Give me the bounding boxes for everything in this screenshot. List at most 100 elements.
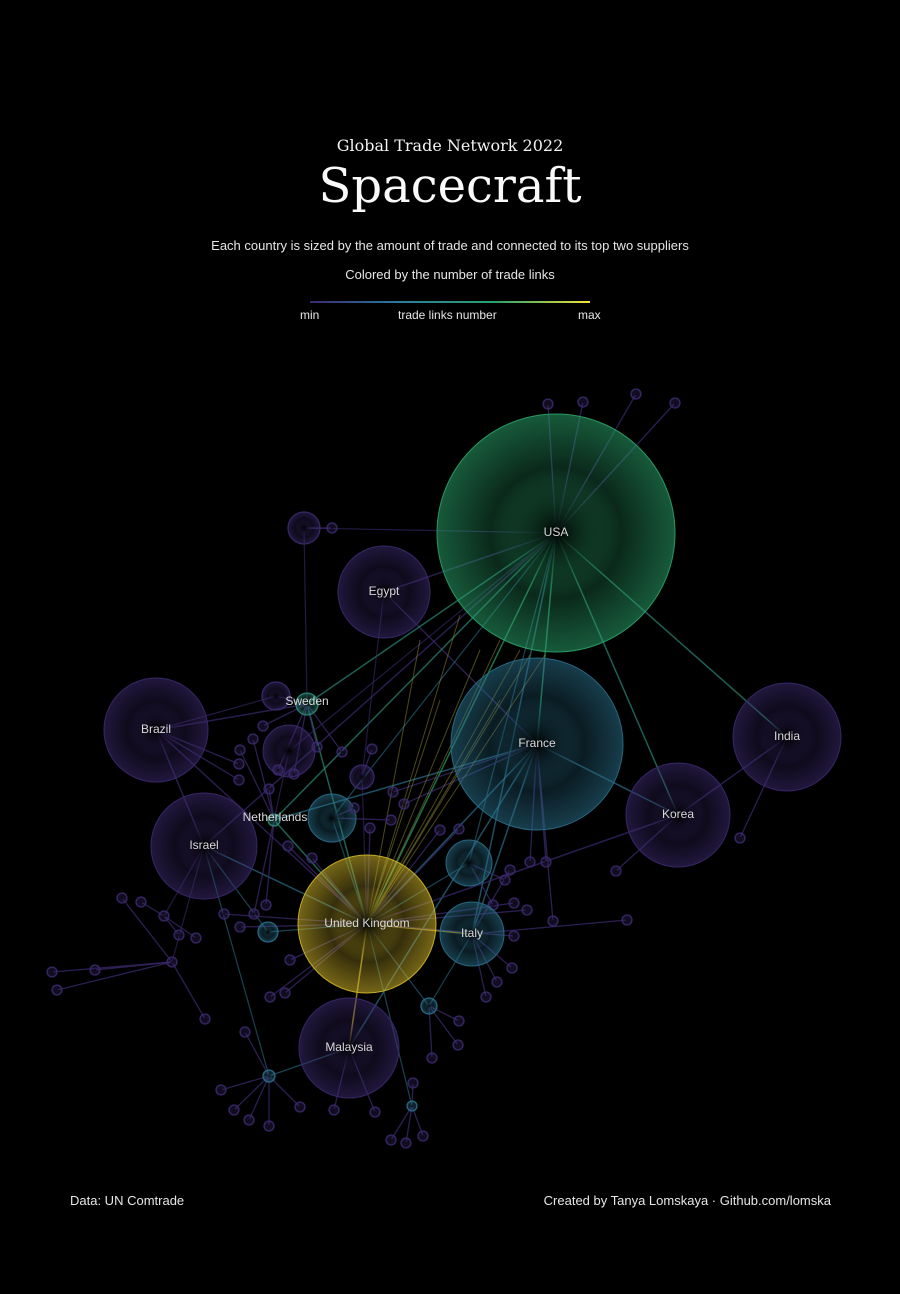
trade-link-edge: [405, 1105, 413, 1144]
country-node: [385, 1134, 397, 1146]
trade-link-edge: [268, 1075, 301, 1108]
country-node-malaysia: [298, 997, 400, 1099]
country-node-korea: [625, 762, 731, 868]
country-node: [508, 930, 520, 942]
country-label: Italy: [461, 926, 483, 940]
country-node: [610, 865, 622, 877]
legend-gradient-bar: [310, 301, 590, 303]
country-node-israel: [150, 792, 258, 900]
country-node: [480, 991, 492, 1003]
trade-link-edge: [303, 527, 308, 705]
country-node: [279, 987, 291, 999]
country-node: [218, 908, 230, 920]
country-node: [239, 1026, 251, 1038]
country-node-italy: [439, 901, 505, 967]
country-node: [326, 522, 338, 534]
country-node: [506, 962, 518, 974]
country-node: [400, 1137, 412, 1149]
country-node: [190, 932, 202, 944]
country-node: [508, 897, 520, 909]
legend-max-label: max: [578, 308, 601, 322]
country-node: [398, 798, 410, 810]
country-label: Brazil: [141, 722, 171, 736]
country-node: [257, 921, 279, 943]
country-node: [669, 397, 681, 409]
country-node: [248, 908, 260, 920]
country-node: [261, 681, 291, 711]
country-node: [406, 1100, 418, 1112]
country-node: [420, 997, 438, 1015]
country-node: [215, 1084, 227, 1096]
country-label: India: [774, 729, 800, 743]
country-node: [263, 1120, 275, 1132]
country-node-india: [732, 682, 842, 792]
country-node-united-kingdom: [297, 854, 437, 994]
country-node: [260, 899, 272, 911]
trade-link-edge: [265, 819, 275, 906]
legend-title: trade links number: [398, 308, 497, 322]
country-node: [294, 1101, 306, 1113]
country-node-brazil: [103, 677, 209, 783]
country-node: [311, 741, 323, 753]
country-node: [264, 991, 276, 1003]
country-node: [284, 954, 296, 966]
country-node: [621, 914, 633, 926]
country-node: [287, 511, 321, 545]
country-node: [348, 802, 360, 814]
country-label: Netherlands: [243, 810, 308, 824]
trade-link-edge: [428, 1005, 433, 1059]
trade-link-edge: [233, 1075, 270, 1111]
chart-title: Spacecraft: [318, 158, 582, 214]
country-node: [199, 1013, 211, 1025]
country-node: [349, 764, 375, 790]
country-node: [407, 1077, 419, 1089]
trade-link-edge: [253, 819, 275, 915]
chart-color-note: Colored by the number of trade links: [345, 267, 555, 282]
country-node: [504, 864, 516, 876]
country-node: [521, 904, 533, 916]
country-label: Malaysia: [325, 1040, 373, 1054]
trade-link-edge: [248, 1075, 270, 1121]
country-node-sweden: [295, 692, 319, 716]
country-node: [135, 896, 147, 908]
country-node: [288, 768, 300, 780]
country-node: [257, 720, 269, 732]
country-node: [499, 874, 511, 886]
country-node: [282, 840, 294, 852]
country-node: [336, 746, 348, 758]
country-node: [542, 398, 554, 410]
trade-link-edge: [163, 915, 197, 939]
country-label: Korea: [662, 807, 694, 821]
country-label: Sweden: [285, 694, 328, 708]
trade-link-edge: [390, 1105, 413, 1141]
country-label: USA: [544, 525, 569, 539]
country-node: [233, 758, 245, 770]
country-node: [173, 929, 185, 941]
trade-link-edge: [244, 1031, 270, 1077]
country-node: [453, 823, 465, 835]
country-node: [46, 966, 58, 978]
country-node: [445, 839, 493, 887]
country-node: [247, 733, 259, 745]
country-node-netherlands: [267, 813, 281, 827]
country-node: [228, 1104, 240, 1116]
trade-link-edge: [220, 1075, 270, 1091]
country-node: [51, 984, 63, 996]
country-node: [387, 786, 399, 798]
node-layer: [46, 388, 842, 1149]
trade-link-edge: [171, 961, 206, 1020]
country-node: [452, 1039, 464, 1051]
trade-link-edge: [56, 961, 173, 991]
country-label: United Kingdom: [324, 916, 409, 930]
country-node: [263, 783, 275, 795]
country-node: [577, 396, 589, 408]
country-label: Egypt: [369, 584, 400, 598]
country-node: [369, 1106, 381, 1118]
trade-network-graph: USA France United Kingdom India Korea Egypt Br…: [46, 388, 842, 1149]
trade-link-edge: [121, 897, 173, 963]
country-node: [262, 724, 316, 778]
country-node: [364, 822, 376, 834]
country-node: [272, 764, 284, 776]
country-node: [158, 910, 170, 922]
country-label: Israel: [189, 838, 218, 852]
